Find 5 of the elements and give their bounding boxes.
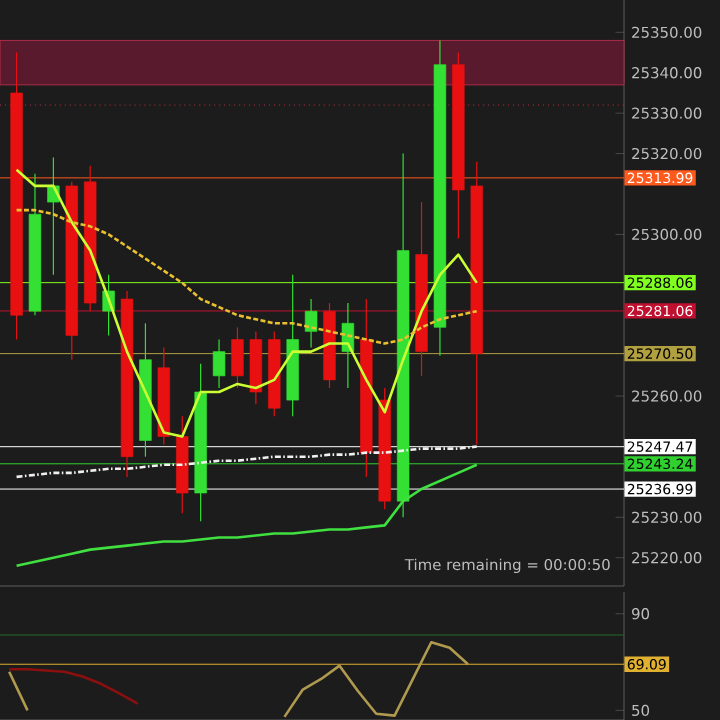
line-series (15, 168, 479, 438)
line-series (7, 667, 139, 705)
candlestick (304, 298, 318, 349)
candlestick (231, 326, 244, 389)
candlestick (212, 338, 226, 389)
